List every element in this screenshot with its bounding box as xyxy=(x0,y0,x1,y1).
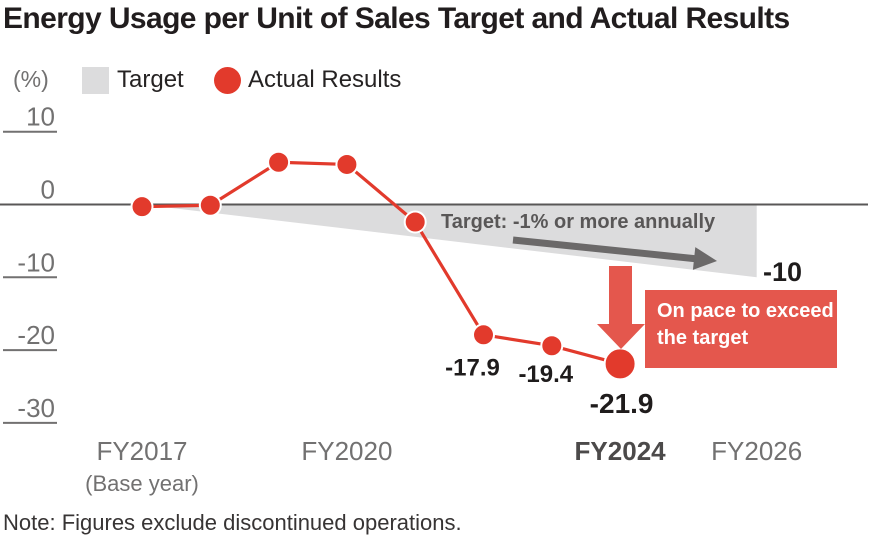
data-point-FY2022 xyxy=(472,323,495,347)
actual-results-line xyxy=(141,160,621,366)
y-tick-label: 0 xyxy=(41,175,55,205)
data-point-label-FY2022: -17.9 xyxy=(445,354,500,381)
data-point-FY2019 xyxy=(267,150,291,174)
y-axis-unit-label: (%) xyxy=(13,66,49,92)
target-legend-label: Target xyxy=(117,66,184,93)
target-annotation-text: Target: -1% or more annually xyxy=(441,211,716,233)
data-point-FY2023 xyxy=(540,334,564,358)
data-point-FY2024 xyxy=(603,347,637,381)
actual-results-legend-label: Actual Results xyxy=(248,66,402,93)
legend: (%) Target Actual Results xyxy=(0,0,870,100)
page-title: Energy Usage per Unit of Sales Target an… xyxy=(3,2,790,35)
data-point-FY2020 xyxy=(335,152,359,176)
x-axis-label-FY2024: FY2024 xyxy=(575,436,667,466)
data-point-label-FY2024: -21.9 xyxy=(590,388,654,419)
target-wedge-area xyxy=(142,204,757,278)
y-tick-label: -20 xyxy=(17,320,55,350)
data-point-FY2018 xyxy=(198,193,222,217)
data-point-FY2021 xyxy=(403,210,427,234)
target-legend-swatch xyxy=(82,67,109,94)
data-point-FY2017 xyxy=(130,195,154,219)
callout-box: On pace to exceed the target xyxy=(645,290,837,368)
x-axis-label-FY2026: FY2026 xyxy=(711,436,802,466)
callout-line-2: the target xyxy=(657,327,749,349)
callout-line-1: On pace to exceed xyxy=(657,300,834,322)
target-trend-arrow xyxy=(512,236,717,270)
down-arrow xyxy=(597,266,645,349)
target-end-value-label: -10 xyxy=(763,257,802,287)
y-tick-label: -30 xyxy=(17,393,55,423)
y-tick-label: -10 xyxy=(17,247,55,277)
x-axis-label-FY2020: FY2020 xyxy=(301,436,392,466)
y-tick-label: 10 xyxy=(26,102,55,132)
x-axis-label-FY2017: FY2017 xyxy=(96,436,187,466)
footnote: Note: Figures exclude discontinued opera… xyxy=(3,510,462,535)
x-axis-sublabel-FY2017: (Base year) xyxy=(85,471,199,496)
data-point-label-FY2023: -19.4 xyxy=(518,361,573,388)
actual-results-legend-marker xyxy=(214,67,241,94)
